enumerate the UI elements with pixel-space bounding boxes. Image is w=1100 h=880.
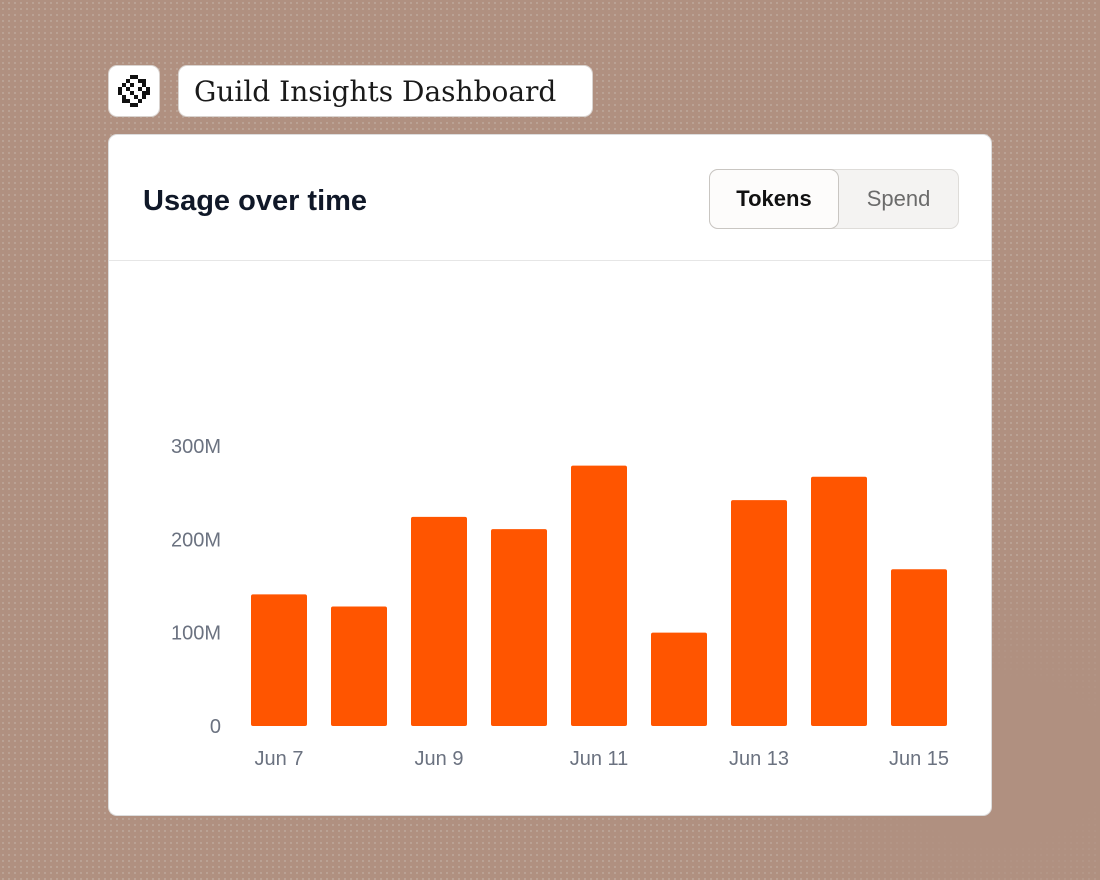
- toggle-tokens-button[interactable]: Tokens: [709, 169, 839, 229]
- x-tick-label: Jun 7: [255, 748, 304, 770]
- bar-jun-12[interactable]: [651, 632, 707, 726]
- dashboard-title: Guild Insights Dashboard: [178, 65, 593, 117]
- x-tick-label: Jun 15: [889, 748, 949, 770]
- bar-jun-9[interactable]: [411, 516, 467, 726]
- card-header: Usage over time Tokens Spend: [109, 135, 991, 261]
- y-tick-label: 100M: [171, 623, 221, 645]
- usage-bar-chart: 0 100M 200M 300M Jun 7 Jun 9 Jun 11 Jun 13 Jun 1…: [171, 436, 949, 770]
- card-title: Usage over time: [143, 185, 368, 217]
- usage-card: Usage over time Tokens Spend 0 100M 200M 30…: [108, 134, 992, 816]
- bar-jun-7[interactable]: [251, 594, 307, 726]
- pixel-sunburst-icon: [118, 75, 150, 107]
- x-tick-label: Jun 13: [729, 748, 789, 770]
- bar-jun-13[interactable]: [731, 500, 787, 726]
- bar-jun-10[interactable]: [491, 529, 547, 726]
- bar-jun-14[interactable]: [811, 476, 867, 726]
- y-tick-label: 300M: [171, 436, 221, 458]
- bar-jun-15[interactable]: [891, 569, 947, 726]
- toggle-spend-button[interactable]: Spend: [866, 186, 931, 211]
- x-tick-label: Jun 9: [415, 748, 464, 770]
- y-tick-label: 200M: [171, 529, 221, 551]
- logo[interactable]: [108, 65, 160, 117]
- bar-jun-11[interactable]: [571, 465, 627, 726]
- bar-jun-8[interactable]: [331, 606, 387, 726]
- y-tick-label: 0: [210, 716, 221, 738]
- metric-toggle: Tokens Spend: [709, 169, 959, 229]
- x-tick-label: Jun 11: [570, 748, 629, 770]
